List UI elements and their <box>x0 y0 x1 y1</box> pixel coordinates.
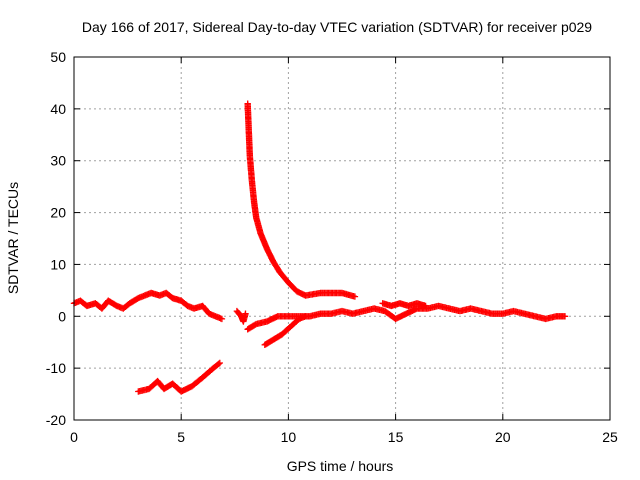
x-axis-label: GPS time / hours <box>287 458 394 474</box>
y-tick-label: -20 <box>46 412 66 428</box>
data-point <box>422 302 429 310</box>
data-points <box>70 100 569 395</box>
y-tick-label: -10 <box>46 360 66 376</box>
y-tick-label: 10 <box>50 256 66 272</box>
data-point <box>218 315 226 323</box>
x-tick-label: 25 <box>602 429 618 445</box>
axis-ticks: 0 5 10 15 20 25 -20 -10 0 10 20 30 40 50 <box>46 49 618 445</box>
x-tick-label: 15 <box>388 429 404 445</box>
x-tick-label: 5 <box>177 429 185 445</box>
x-tick-label: 20 <box>495 429 511 445</box>
data-point <box>242 310 249 317</box>
plot-frame <box>73 56 611 421</box>
grid-lines <box>74 57 610 420</box>
y-tick-label: 0 <box>58 308 66 324</box>
y-tick-label: 40 <box>50 101 66 117</box>
y-tick-label: 30 <box>50 153 66 169</box>
x-tick-label: 10 <box>281 429 297 445</box>
y-tick-label: 50 <box>50 49 66 65</box>
data-point <box>215 360 222 367</box>
data-point <box>216 359 223 367</box>
y-axis-label: SDTVAR / TECUs <box>5 182 21 294</box>
data-point <box>351 293 359 300</box>
data-point <box>561 313 569 320</box>
chart-title: Day 166 of 2017, Sidereal Day-to-day VTE… <box>82 19 592 35</box>
x-tick-label: 0 <box>70 429 78 445</box>
y-tick-label: 20 <box>50 205 66 221</box>
